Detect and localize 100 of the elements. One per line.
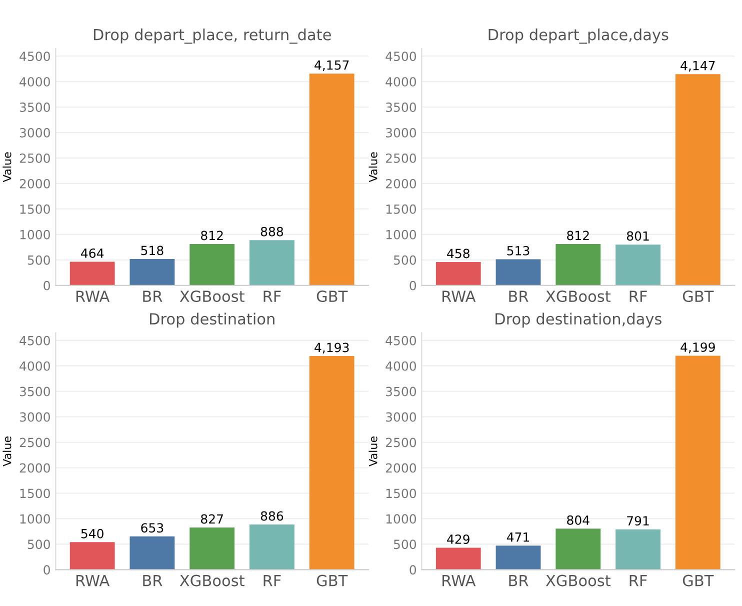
data-label: 804 xyxy=(567,515,590,525)
data-label: 518 xyxy=(141,246,164,256)
x-tick-label: RF xyxy=(630,574,647,586)
data-label: 471 xyxy=(506,532,530,542)
y-tick-label: 1000 xyxy=(20,230,50,240)
x-tick-label: GBT xyxy=(682,574,714,586)
bar xyxy=(309,74,354,286)
y-tick-label: 3500 xyxy=(386,386,416,396)
bar xyxy=(190,244,235,286)
y-tick-label: 0 xyxy=(44,280,50,290)
x-tick-label: XGBoost xyxy=(546,574,610,586)
bar xyxy=(190,528,235,570)
x-tick-label: BR xyxy=(143,574,162,586)
x-tick-label: RWA xyxy=(442,574,476,586)
y-tick-label: 4000 xyxy=(386,361,416,371)
y-tick-label: 4500 xyxy=(386,336,416,346)
y-tick-label: 3000 xyxy=(20,412,50,422)
y-tick-label: 500 xyxy=(394,540,416,550)
data-label: 653 xyxy=(141,523,164,533)
y-tick-label: 3500 xyxy=(20,102,50,112)
bar xyxy=(616,529,660,570)
y-tick-label: 0 xyxy=(410,565,416,575)
data-label: 458 xyxy=(447,248,470,258)
x-tick-label: BR xyxy=(509,574,528,586)
data-label: 801 xyxy=(626,231,649,241)
y-tick-label: 500 xyxy=(28,540,50,550)
bar xyxy=(556,528,601,570)
y-tick-label: 1000 xyxy=(386,514,416,524)
bar xyxy=(130,536,175,570)
y-tick-label: 3000 xyxy=(20,128,50,138)
data-label: 791 xyxy=(627,516,649,526)
bar xyxy=(675,74,720,286)
y-tick-label: 500 xyxy=(394,255,416,265)
x-tick-label: BR xyxy=(143,290,162,302)
x-tick-label: GBT xyxy=(316,290,348,302)
y-axis-title: Value xyxy=(368,152,378,182)
y-tick-label: 4500 xyxy=(20,52,50,62)
y-tick-label: 3500 xyxy=(386,102,416,112)
y-tick-label: 4000 xyxy=(20,361,50,371)
bar xyxy=(436,262,481,286)
y-tick-label: 2500 xyxy=(20,153,50,163)
y-tick-label: 0 xyxy=(44,565,50,575)
bar xyxy=(675,356,720,570)
data-label: 540 xyxy=(81,528,104,538)
y-tick-label: 2000 xyxy=(386,463,416,473)
y-tick-label: 1500 xyxy=(386,204,416,214)
data-label: 429 xyxy=(447,534,470,544)
y-tick-label: 1500 xyxy=(20,488,50,498)
bar xyxy=(616,244,660,286)
chart-title: Drop destination,days xyxy=(496,312,662,328)
y-axis-title: Value xyxy=(2,436,12,466)
x-tick-label: RWA xyxy=(442,290,476,302)
x-tick-label: XGBoost xyxy=(546,290,610,302)
bar xyxy=(309,356,354,570)
x-tick-label: RF xyxy=(264,290,281,302)
y-tick-label: 4000 xyxy=(386,77,416,87)
y-tick-label: 3000 xyxy=(386,412,416,422)
y-tick-label: 3500 xyxy=(20,386,50,396)
data-label: 812 xyxy=(201,230,223,240)
chart-title: Drop depart_place,days xyxy=(488,28,668,44)
bar xyxy=(70,262,115,286)
x-tick-label: XGBoost xyxy=(180,574,244,586)
data-label: 464 xyxy=(81,248,104,258)
data-label: 812 xyxy=(567,230,589,240)
x-tick-label: GBT xyxy=(316,574,348,586)
y-tick-label: 4500 xyxy=(20,336,50,346)
chart-title: Drop destination xyxy=(150,312,274,328)
data-label: 4,199 xyxy=(680,342,715,354)
y-tick-label: 2500 xyxy=(386,438,416,448)
x-tick-label: BR xyxy=(509,290,528,302)
y-tick-label: 1000 xyxy=(20,514,50,524)
y-tick-label: 2000 xyxy=(386,178,416,188)
data-label: 4,147 xyxy=(680,61,715,72)
y-tick-label: 1000 xyxy=(386,230,416,240)
bar xyxy=(130,258,175,286)
y-axis-title: Value xyxy=(368,436,378,466)
y-tick-label: 2000 xyxy=(20,178,50,188)
y-axis-title: Value xyxy=(2,152,12,182)
x-tick-label: RWA xyxy=(76,290,110,302)
bar xyxy=(250,524,294,570)
y-tick-label: 2500 xyxy=(20,438,50,448)
data-label: 513 xyxy=(507,246,530,256)
x-tick-label: RF xyxy=(630,290,647,302)
bar xyxy=(436,548,481,570)
bar xyxy=(496,259,541,286)
y-tick-label: 1500 xyxy=(20,204,50,214)
y-tick-label: 2500 xyxy=(386,153,416,163)
x-tick-label: RWA xyxy=(76,574,110,586)
data-label: 827 xyxy=(201,514,223,524)
bar xyxy=(496,546,541,570)
bar xyxy=(556,244,601,286)
data-label: 4,157 xyxy=(314,60,349,72)
x-tick-label: XGBoost xyxy=(180,290,244,302)
data-label: 888 xyxy=(260,226,284,236)
bar xyxy=(70,542,115,570)
y-tick-label: 2000 xyxy=(20,463,50,473)
chart-title: Drop depart_place, return_date xyxy=(94,28,331,44)
y-tick-label: 0 xyxy=(410,280,416,290)
data-label: 886 xyxy=(260,511,284,521)
x-tick-label: GBT xyxy=(682,290,714,302)
